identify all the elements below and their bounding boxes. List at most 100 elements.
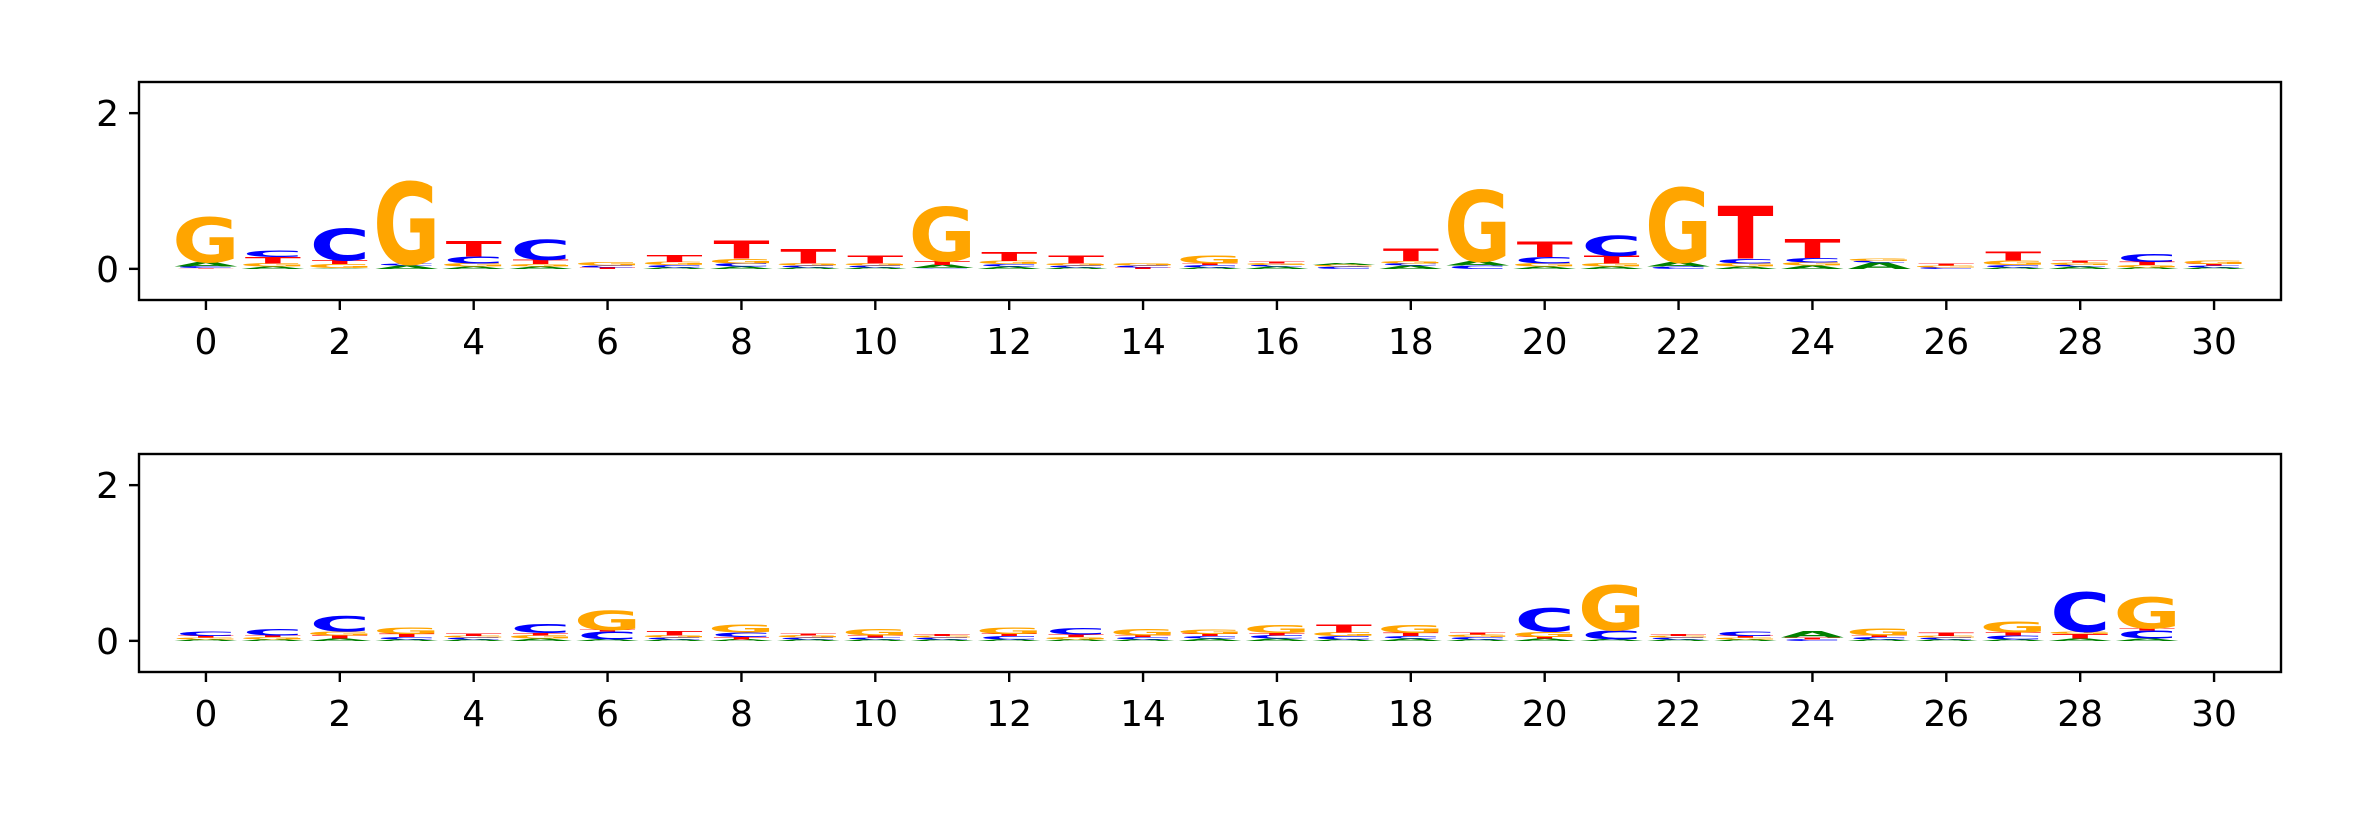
logo-letter-G-pos-7: G xyxy=(641,261,708,266)
logo-letter-G-pos-7: G xyxy=(641,635,708,639)
x-tick-label-top: 10 xyxy=(852,322,898,363)
logo-letter-C-pos-16: C xyxy=(1247,635,1307,640)
x-tick-label-top: 12 xyxy=(986,322,1032,363)
logo-letter-A-pos-0: A xyxy=(174,639,238,641)
logo-letter-G-pos-15: G xyxy=(1176,254,1243,266)
logo-letter-G-pos-16: G xyxy=(1243,623,1310,635)
logo-letter-A-pos-2: A xyxy=(308,268,372,269)
logo-letter-A-pos-28: A xyxy=(2048,638,2112,642)
logo-letter-T-pos-0: T xyxy=(178,636,235,638)
logo-letter-T-pos-24: T xyxy=(1784,235,1841,264)
logo-letter-C-pos-15: C xyxy=(1180,264,1240,268)
logo-letter-A-pos-9: A xyxy=(777,267,841,269)
x-tick-label-top: 2 xyxy=(328,322,351,363)
logo-letter-C-pos-25: C xyxy=(1849,261,1909,263)
logo-letter-G-pos-1: G xyxy=(239,636,306,640)
logo-letter-G-pos-5: G xyxy=(507,264,574,268)
logo-letter-A-pos-11: A xyxy=(910,264,974,269)
logo-letter-C-pos-21: C xyxy=(1581,627,1641,642)
logo-letter-C-pos-14: C xyxy=(1113,636,1173,640)
axes-frame-bottom xyxy=(137,452,2283,674)
logo-letter-A-pos-24: A xyxy=(1781,265,1845,270)
logo-letter-T-pos-2: T xyxy=(312,635,368,640)
logo-letter-G-pos-6: G xyxy=(574,262,641,267)
logo-letter-A-pos-5: A xyxy=(509,638,573,642)
x-tick-label-top: 8 xyxy=(730,322,753,363)
logo-letter-A-pos-4: A xyxy=(442,266,506,270)
logo-letter-T-pos-19: T xyxy=(1450,633,1507,635)
x-tick-label-bottom: 4 xyxy=(462,694,485,735)
logo-letter-G-pos-9: G xyxy=(775,635,842,639)
logo-letter-T-pos-10: T xyxy=(847,254,903,266)
logo-letter-C-pos-24: C xyxy=(1782,639,1842,641)
logo-letter-G-pos-29: G xyxy=(2113,264,2180,268)
logo-letter-C-pos-4: C xyxy=(444,637,504,639)
logo-letter-G-pos-12: G xyxy=(975,260,1042,265)
logo-letter-A-pos-1: A xyxy=(241,639,305,641)
logo-letter-G-pos-21: G xyxy=(1578,574,1645,645)
logo-letter-A-pos-6: A xyxy=(576,639,640,641)
logo-letter-G-pos-11: G xyxy=(909,636,976,638)
logo-letter-A-pos-17: A xyxy=(1312,263,1376,265)
logo-letter-A-pos-16: A xyxy=(1245,266,1309,270)
logo-letter-A-pos-23: A xyxy=(1714,266,1778,270)
logo-letter-G-pos-9: G xyxy=(775,263,842,267)
logo-letter-A-pos-21: A xyxy=(1580,639,1644,641)
logo-letter-A-pos-26: A xyxy=(1915,639,1979,641)
logo-letter-G-pos-20: G xyxy=(1511,263,1578,268)
logo-letter-G-pos-2: G xyxy=(306,263,373,269)
logo-letter-G-pos-25: G xyxy=(1846,627,1913,638)
logo-letter-T-pos-28: T xyxy=(2052,261,2109,263)
logo-letter-T-pos-12: T xyxy=(981,633,1038,637)
logo-letter-G-pos-8: G xyxy=(708,622,775,634)
logo-letter-T-pos-1: T xyxy=(245,256,301,266)
logo-letter-T-pos-14: T xyxy=(1115,635,1172,637)
y-tick-label-bottom: 2 xyxy=(96,466,119,507)
logo-letter-A-pos-27: A xyxy=(1981,639,2045,641)
logo-letter-A-pos-7: A xyxy=(643,639,707,641)
logo-letter-C-pos-10: C xyxy=(845,265,905,267)
y-tick-label-top: 2 xyxy=(96,94,119,135)
logo-letter-A-pos-21: A xyxy=(1580,266,1644,270)
logo-letter-A-pos-13: A xyxy=(1044,267,1108,269)
logo-letter-C-pos-7: C xyxy=(644,637,704,639)
logo-letter-T-pos-6: T xyxy=(580,267,637,269)
logo-letter-C-pos-5: C xyxy=(510,234,570,266)
logo-letter-G-pos-16: G xyxy=(1243,263,1310,265)
logo-letter-G-pos-17: G xyxy=(1310,265,1377,267)
logo-letter-G-pos-28: G xyxy=(2046,262,2113,266)
logo-letter-A-pos-15: A xyxy=(1178,267,1242,269)
logo-letter-C-pos-8: C xyxy=(711,263,771,268)
logo-letter-C-pos-10: C xyxy=(845,637,905,639)
logo-letter-C-pos-29: C xyxy=(2117,629,2177,641)
logo-letter-C-pos-0: C xyxy=(176,266,236,268)
logo-letter-A-pos-19: A xyxy=(1446,639,1510,641)
logo-letter-C-pos-2: C xyxy=(310,220,370,271)
logo-letter-A-pos-20: A xyxy=(1513,638,1577,642)
logo-letter-G-pos-17: G xyxy=(1310,631,1377,637)
logo-letter-C-pos-27: C xyxy=(1983,634,2043,640)
logo-letter-A-pos-3: A xyxy=(375,639,439,641)
logo-letter-A-pos-23: A xyxy=(1714,639,1778,641)
logo-letter-T-pos-27: T xyxy=(1985,248,2041,263)
x-tick-label-bottom: 8 xyxy=(730,694,753,735)
logo-letter-T-pos-28: T xyxy=(2052,633,2108,640)
logo-letter-G-pos-26: G xyxy=(1913,636,1980,638)
logo-letter-G-pos-8: G xyxy=(708,257,775,264)
x-tick-label-top: 14 xyxy=(1120,322,1166,363)
logo-letter-C-pos-20: C xyxy=(1515,256,1575,266)
logo-letter-A-pos-5: A xyxy=(509,266,573,270)
logo-letter-T-pos-16: T xyxy=(1249,632,1306,636)
logo-letter-T-pos-14: T xyxy=(1115,267,1172,269)
logo-letter-A-pos-25: A xyxy=(1848,639,1912,641)
logo-letter-C-pos-1: C xyxy=(243,628,303,638)
x-tick-label-bottom: 28 xyxy=(2057,694,2103,735)
logo-letter-C-pos-25: C xyxy=(1849,636,1909,640)
logo-letter-G-pos-23: G xyxy=(1712,637,1779,639)
logo-letter-A-pos-28: A xyxy=(2048,266,2112,270)
logo-letter-A-pos-2: A xyxy=(308,638,372,642)
logo-letter-G-pos-22: G xyxy=(1645,167,1712,286)
x-tick-label-bottom: 26 xyxy=(1923,694,1969,735)
logo-letter-A-pos-12: A xyxy=(977,266,1041,270)
